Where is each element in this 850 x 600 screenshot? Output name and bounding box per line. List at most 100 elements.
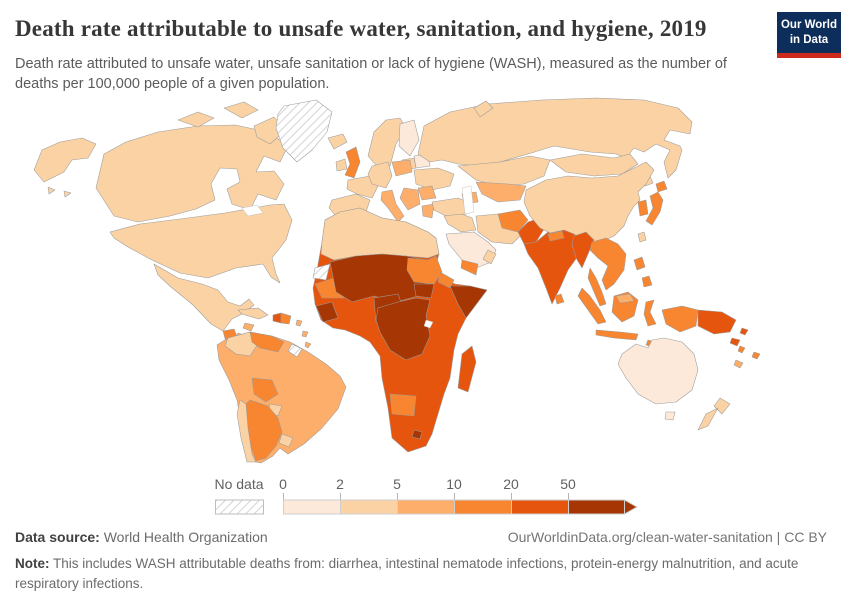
region-mongolia[interactable] — [549, 153, 639, 177]
region-sri-lanka[interactable] — [554, 293, 565, 305]
region-guinea[interactable] — [315, 301, 339, 323]
lake-victoria — [423, 319, 434, 329]
region-italy[interactable] — [380, 189, 405, 223]
region-uruguay[interactable] — [278, 433, 294, 448]
owid-logo: Our World in Data — [777, 12, 841, 58]
legend-bin-50-plus[interactable] — [568, 499, 625, 515]
region-lesotho[interactable] — [411, 429, 423, 440]
region-kazakhstan[interactable] — [457, 155, 551, 187]
region-papua-new-guinea[interactable] — [697, 309, 741, 347]
region-romania[interactable] — [417, 185, 437, 201]
region-new-zealand[interactable] — [697, 397, 731, 431]
great-lakes — [241, 204, 264, 217]
region-vanuatu[interactable] — [737, 345, 746, 354]
legend-tick-label-20: 20 — [503, 476, 519, 492]
region-central-europe[interactable] — [367, 161, 393, 189]
region-dominican-republic[interactable] — [280, 312, 292, 325]
caspian-sea — [461, 185, 475, 215]
legend-bin-50-plus-arrow[interactable] — [624, 499, 639, 515]
region-balkans[interactable] — [399, 187, 421, 211]
region-yemen[interactable] — [460, 259, 479, 276]
region-french-guiana[interactable] — [287, 343, 303, 358]
legend-tick-label-0: 0 — [279, 476, 287, 492]
footer-data-source-value: World Health Organization — [99, 529, 268, 545]
legend-bin-0-2[interactable] — [283, 499, 341, 515]
region-alaska[interactable] — [33, 137, 97, 183]
region-solomon-islands[interactable] — [739, 327, 749, 336]
region-sulawesi[interactable] — [643, 299, 657, 327]
region-russia[interactable] — [417, 97, 693, 179]
region-oman[interactable] — [482, 249, 497, 265]
region-central-asia[interactable] — [475, 181, 527, 203]
footer-note-text: This includes WASH attributable deaths f… — [15, 556, 799, 591]
region-indochina[interactable] — [589, 237, 627, 291]
region-iceland[interactable] — [327, 133, 348, 150]
region-namibia-botswana[interactable] — [389, 393, 417, 417]
region-tasmania[interactable] — [664, 411, 676, 421]
region-japan[interactable] — [645, 180, 668, 226]
region-canada[interactable] — [95, 124, 289, 223]
region-java[interactable] — [595, 329, 639, 341]
region-china[interactable] — [523, 161, 655, 243]
region-aleutian-islands[interactable] — [47, 186, 72, 198]
region-sudan[interactable] — [406, 255, 443, 285]
region-novaya-zemlya[interactable] — [473, 100, 494, 118]
footer-data-source: Data source: World Health Organization — [15, 529, 268, 545]
region-greenland[interactable] — [275, 99, 333, 163]
region-bolivia[interactable] — [251, 377, 279, 403]
legend-bin-5-10[interactable] — [397, 499, 455, 515]
region-fiji[interactable] — [751, 351, 761, 360]
legend-bin-10-20[interactable] — [454, 499, 512, 515]
footer-separator: | — [772, 529, 785, 545]
footer-note-label: Note: — [15, 556, 50, 571]
region-ireland[interactable] — [335, 158, 348, 172]
region-new-caledonia[interactable] — [733, 359, 744, 369]
region-western-sahara[interactable] — [312, 263, 331, 281]
region-iraq-syria[interactable] — [443, 213, 477, 233]
region-cuba[interactable] — [237, 307, 269, 320]
region-north-africa[interactable] — [320, 207, 440, 261]
footer-url[interactable]: OurWorldinData.org/clean-water-sanitatio… — [507, 529, 773, 545]
legend-bin-20-50[interactable] — [511, 499, 569, 515]
page-title: Death rate attributable to unsafe water,… — [15, 16, 707, 41]
region-lesser-antilles[interactable] — [295, 319, 312, 349]
region-greece[interactable] — [421, 203, 435, 219]
region-eritrea-djibouti[interactable] — [437, 271, 455, 289]
legend-no-data-swatch[interactable] — [215, 493, 265, 517]
legend-color-bar[interactable] — [283, 493, 643, 517]
region-madagascar[interactable] — [457, 345, 477, 393]
region-korea[interactable] — [637, 199, 649, 217]
region-turkey[interactable] — [431, 197, 473, 217]
region-united-kingdom[interactable] — [344, 146, 361, 179]
region-chile[interactable] — [236, 399, 257, 463]
region-afghanistan[interactable] — [497, 209, 529, 233]
region-jamaica[interactable] — [242, 322, 255, 332]
region-haiti[interactable] — [272, 312, 282, 324]
region-central-africa[interactable] — [375, 297, 431, 361]
region-united-states[interactable] — [109, 203, 293, 284]
region-venezuela[interactable] — [249, 331, 285, 353]
region-malaysia-borneo[interactable] — [615, 293, 635, 304]
region-poland[interactable] — [391, 159, 413, 177]
region-south-sudan[interactable] — [413, 283, 435, 299]
legend-bin-2-5[interactable] — [340, 499, 398, 515]
region-taiwan[interactable] — [637, 231, 647, 243]
legend-tick-label-50: 50 — [560, 476, 576, 492]
region-philippines[interactable] — [633, 256, 653, 288]
footer-license[interactable]: CC BY — [784, 529, 827, 545]
region-sumatra[interactable] — [577, 287, 607, 325]
region-ukraine[interactable] — [413, 167, 455, 191]
region-nepal[interactable] — [547, 230, 565, 242]
region-somalia[interactable] — [449, 285, 488, 319]
legend-no-data-label: No data — [214, 476, 264, 492]
world-map[interactable] — [30, 92, 820, 470]
region-malay-peninsula[interactable] — [587, 267, 607, 307]
region-myanmar[interactable] — [571, 231, 595, 269]
region-west-new-guinea[interactable] — [661, 305, 699, 333]
region-canadian-arctic-islands[interactable] — [177, 101, 287, 145]
owid-logo-line2: in Data — [789, 33, 829, 46]
legend-tick-label-5: 5 — [393, 476, 401, 492]
region-finland[interactable] — [398, 119, 420, 157]
region-australia[interactable] — [617, 337, 699, 405]
